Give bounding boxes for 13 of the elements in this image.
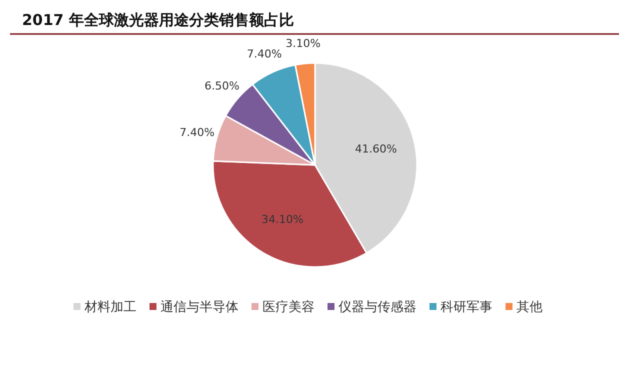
legend-label: 其他 bbox=[516, 300, 542, 315]
chart-title: 2017 年全球激光器用途分类销售额占比 bbox=[22, 11, 294, 29]
legend-label: 医疗美容 bbox=[262, 299, 314, 315]
data-label: 7.40% bbox=[180, 126, 215, 140]
data-label: 6.50% bbox=[204, 79, 240, 92]
data-label: 3.10% bbox=[286, 37, 321, 50]
legend-label: 仪器与传感器 bbox=[338, 300, 416, 315]
data-label: 34.10% bbox=[262, 213, 304, 226]
data-label: 41.60% bbox=[355, 142, 398, 156]
legend-label: 通信与半导体 bbox=[160, 300, 238, 315]
data-label: 7.40% bbox=[246, 48, 282, 61]
legend-label: 材料加工 bbox=[84, 300, 136, 315]
legend-label: 科研军事 bbox=[440, 300, 492, 315]
